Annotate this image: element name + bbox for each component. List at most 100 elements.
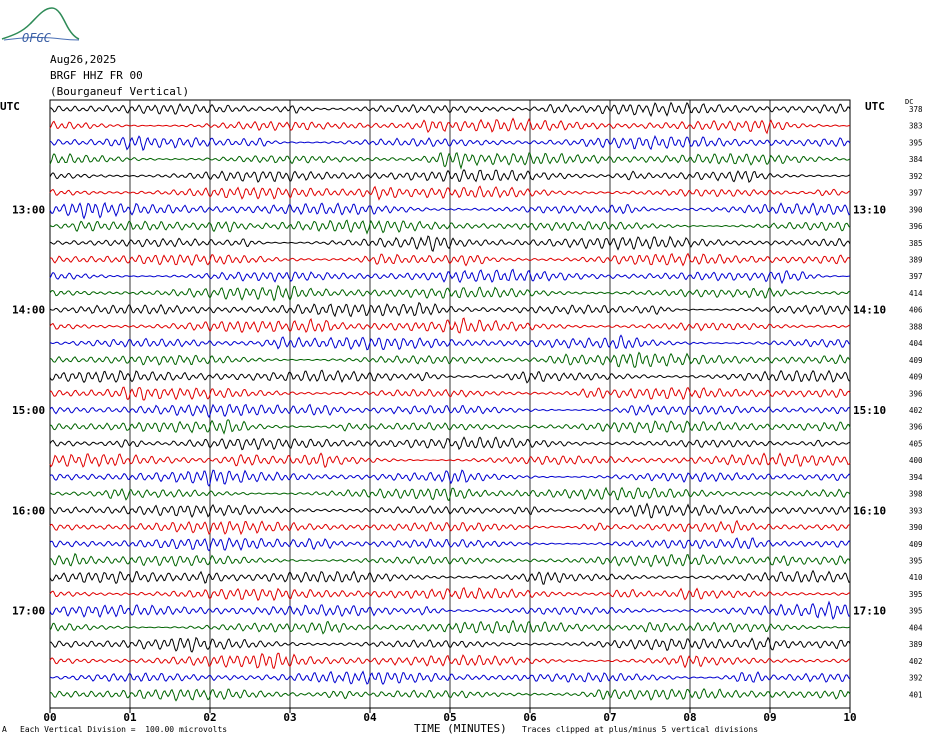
seismic-trace bbox=[49, 301, 851, 318]
x-tick-label: 08 bbox=[683, 711, 696, 724]
dc-offset-label: 395 bbox=[909, 138, 923, 147]
seismic-trace bbox=[49, 169, 851, 183]
dc-offset-label: 388 bbox=[909, 322, 923, 331]
left-time-label: 17:00 bbox=[12, 605, 45, 618]
seismic-trace bbox=[49, 436, 851, 451]
dc-offset-label: 395 bbox=[909, 590, 923, 599]
dc-offset-label: 396 bbox=[909, 389, 923, 398]
logo-mountain-icon bbox=[1, 7, 80, 40]
dc-label: DC bbox=[905, 98, 914, 106]
seismic-trace bbox=[49, 152, 851, 170]
seismic-trace bbox=[49, 636, 851, 653]
seismic-trace bbox=[49, 351, 851, 369]
seismic-trace bbox=[49, 201, 851, 220]
utc-left-label: UTC bbox=[0, 100, 20, 113]
seismic-trace bbox=[49, 537, 851, 552]
left-time-label: 15:00 bbox=[12, 404, 45, 417]
right-time-label: 13:10 bbox=[853, 203, 886, 216]
seismic-trace bbox=[49, 670, 851, 686]
x-tick-label: 09 bbox=[763, 711, 776, 724]
seismic-trace bbox=[49, 600, 851, 620]
dc-offset-label: 396 bbox=[909, 222, 923, 231]
dc-offset-label: 410 bbox=[909, 573, 923, 582]
seismic-trace bbox=[49, 252, 851, 267]
left-time-label: 14:00 bbox=[12, 304, 45, 317]
seismic-trace bbox=[49, 334, 851, 351]
seismic-trace bbox=[49, 552, 851, 568]
station-label: BRGF HHZ FR 00 bbox=[50, 69, 143, 82]
x-tick-label: 07 bbox=[603, 711, 616, 724]
dc-offset-label: 390 bbox=[909, 205, 923, 214]
dc-offset-label: 392 bbox=[909, 674, 923, 683]
seismic-trace bbox=[49, 502, 851, 519]
dc-offset-label: 397 bbox=[909, 272, 923, 281]
dc-offset-label: 394 bbox=[909, 473, 923, 482]
dc-offset-label: 409 bbox=[909, 373, 923, 382]
seismic-trace bbox=[49, 101, 851, 117]
dc-offset-label: 401 bbox=[909, 690, 923, 699]
dc-offset-label: 400 bbox=[909, 456, 923, 465]
dc-offset-label: 402 bbox=[909, 406, 923, 415]
seismic-trace bbox=[49, 284, 851, 302]
dc-offset-label: 385 bbox=[909, 239, 923, 248]
dc-offset-label: 389 bbox=[909, 640, 923, 649]
dc-offset-label: 395 bbox=[909, 557, 923, 566]
logo-wave-icon bbox=[3, 36, 80, 41]
dc-offset-label: 395 bbox=[909, 607, 923, 616]
x-axis-label: TIME (MINUTES) bbox=[414, 722, 507, 735]
left-time-label: 13:00 bbox=[12, 203, 45, 216]
seismic-trace bbox=[49, 117, 851, 135]
seismic-trace bbox=[49, 369, 851, 384]
seismic-trace bbox=[49, 652, 851, 669]
seismic-trace bbox=[49, 452, 851, 468]
x-tick-label: 10 bbox=[843, 711, 856, 724]
x-tick-label: 00 bbox=[43, 711, 56, 724]
ofgc-logo: OFGC bbox=[1, 7, 80, 44]
dc-offset-label: 402 bbox=[909, 657, 923, 666]
seismic-trace bbox=[49, 235, 851, 253]
seismic-trace bbox=[49, 219, 851, 235]
dc-offset-label: 397 bbox=[909, 189, 923, 198]
seismic-trace bbox=[49, 486, 851, 502]
seismic-trace bbox=[49, 317, 851, 334]
x-tick-label: 02 bbox=[203, 711, 216, 724]
seismic-trace bbox=[49, 268, 851, 285]
x-tick-label: 03 bbox=[283, 711, 296, 724]
dc-offset-label: 409 bbox=[909, 540, 923, 549]
dc-offset-label: 392 bbox=[909, 172, 923, 181]
right-time-label: 14:10 bbox=[853, 304, 886, 317]
dc-offset-label: 396 bbox=[909, 423, 923, 432]
seismic-trace bbox=[49, 619, 851, 635]
dc-offset-label: 405 bbox=[909, 439, 923, 448]
seismic-trace bbox=[49, 569, 851, 585]
seismic-trace bbox=[49, 587, 851, 602]
dc-offset-label: 383 bbox=[909, 122, 923, 131]
seismic-trace bbox=[49, 469, 851, 487]
dc-offset-label: 393 bbox=[909, 506, 923, 515]
right-time-label: 15:10 bbox=[853, 404, 886, 417]
dc-offset-label: 409 bbox=[909, 356, 923, 365]
dc-offset-label: 414 bbox=[909, 289, 923, 298]
seismic-trace bbox=[49, 386, 851, 401]
seismic-trace bbox=[49, 134, 851, 152]
right-time-label: 16:10 bbox=[853, 504, 886, 517]
x-tick-label: 04 bbox=[363, 711, 377, 724]
seismic-trace bbox=[49, 519, 851, 536]
dc-offset-label: 390 bbox=[909, 523, 923, 532]
x-tick-label: 05 bbox=[443, 711, 456, 724]
dc-offset-label: 404 bbox=[909, 339, 923, 348]
corner-mark: A bbox=[2, 725, 7, 734]
seismic-trace bbox=[49, 419, 851, 435]
dc-offset-label: 406 bbox=[909, 306, 923, 315]
clip-note: Traces clipped at plus/minus 5 vertical … bbox=[522, 725, 759, 734]
scale-note: Each Vertical Division = 100.00 microvol… bbox=[20, 725, 228, 734]
dc-offset-label: 389 bbox=[909, 256, 923, 265]
dc-offset-label: 384 bbox=[909, 155, 923, 164]
x-tick-label: 01 bbox=[123, 711, 137, 724]
seismic-trace bbox=[49, 687, 851, 702]
seismic-trace bbox=[49, 185, 851, 201]
x-tick-label: 06 bbox=[523, 711, 537, 724]
date-label: Aug26,2025 bbox=[50, 53, 117, 66]
